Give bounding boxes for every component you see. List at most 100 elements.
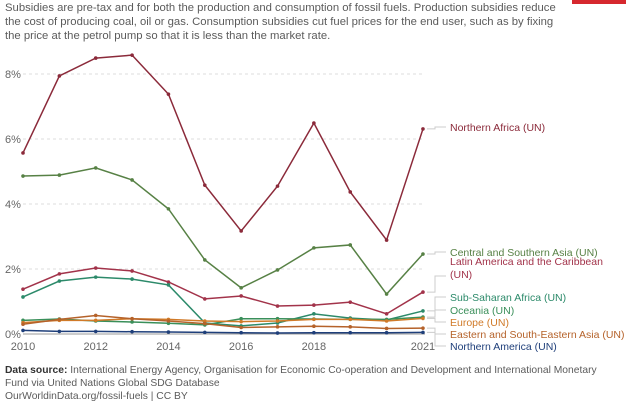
data-point (384, 319, 389, 323)
series-line (22, 54, 424, 242)
data-point (203, 330, 207, 335)
series-label-cont: (UN) (450, 269, 472, 281)
data-point (312, 330, 316, 335)
data-point (166, 207, 171, 211)
series-label: Latin America and the Caribbean (450, 256, 603, 268)
y-tick-label: 2% (5, 264, 21, 276)
data-point (93, 318, 98, 323)
data-point (130, 277, 134, 281)
data-point (421, 309, 425, 313)
data-point (21, 174, 25, 178)
label-connector (426, 327, 446, 335)
data-point (348, 190, 353, 194)
data-point (275, 325, 280, 329)
series-label: Northern America (UN) (450, 341, 557, 353)
data-point (239, 319, 243, 324)
data-point (312, 324, 316, 329)
data-point (275, 268, 280, 272)
data-point (166, 283, 171, 287)
data-point (203, 319, 207, 323)
x-tick-label: 2014 (156, 341, 180, 353)
data-point (384, 238, 389, 242)
series-central-and-southern-asia-un-: Central and Southern Asia (UN) (21, 166, 598, 296)
data-point (239, 286, 243, 290)
data-point (384, 326, 389, 331)
source-text: International Energy Agency, Organisatio… (5, 365, 597, 389)
data-point (348, 330, 353, 335)
x-tick-label: 2021 (411, 341, 435, 353)
series-northern-africa-un-: Northern Africa (UN) (21, 53, 545, 242)
data-point (421, 252, 425, 256)
data-point (203, 321, 207, 326)
data-point (21, 328, 25, 333)
series-label: Northern Africa (UN) (450, 122, 545, 134)
data-point (166, 319, 171, 323)
data-point (239, 316, 243, 321)
data-point (312, 312, 316, 316)
series-line (22, 267, 424, 315)
series-label: Central and Southern Asia (UN) (450, 247, 598, 259)
chart-footer: Data source: International Energy Agency… (5, 364, 620, 403)
x-tick-label: 2016 (229, 341, 253, 353)
data-point (275, 304, 280, 308)
data-point (312, 246, 316, 250)
series-label: Sub-Saharan Africa (UN) (450, 292, 566, 304)
series-eastern-and-south-eastern-asia-un-: Eastern and South-Eastern Asia (UN) (21, 313, 625, 341)
data-point (130, 316, 134, 321)
series-line (22, 167, 424, 296)
series-label: Eastern and South-Eastern Asia (UN) (450, 329, 625, 341)
data-point (384, 292, 389, 296)
label-connector (426, 251, 446, 255)
series-label: Oceania (UN) (450, 305, 514, 317)
series-latin-america-and-the-caribbean-un-: Latin America and the Caribbean(UN) (21, 256, 603, 316)
data-point (348, 243, 353, 247)
data-point (57, 74, 62, 78)
data-point (93, 56, 98, 60)
data-point (166, 330, 171, 334)
label-connector (426, 126, 446, 130)
data-point (130, 53, 134, 57)
data-point (384, 330, 389, 335)
data-point (57, 317, 62, 322)
series-line (22, 317, 424, 324)
data-point (275, 184, 280, 188)
data-point (239, 325, 243, 330)
data-point (239, 229, 243, 233)
owid-logo-corner (572, 0, 626, 4)
y-tick-label: 4% (5, 199, 21, 211)
data-point (421, 316, 425, 321)
data-point (57, 279, 62, 283)
data-point (93, 313, 98, 318)
source-url[interactable]: OurWorldinData.org/fossil-fuels | CC BY (5, 391, 188, 402)
series-line (22, 329, 423, 334)
series-line (22, 276, 424, 327)
chart-subtitle: Subsidies are pre-tax and for both the p… (5, 2, 556, 42)
y-tick-label: 0% (5, 329, 21, 341)
series-northern-america-un-: Northern America (UN) (21, 328, 557, 353)
data-point (130, 269, 134, 273)
data-point (21, 322, 25, 327)
x-tick-label: 2018 (302, 341, 326, 353)
label-connector (426, 317, 446, 323)
data-point (57, 329, 62, 334)
label-connector (426, 275, 446, 293)
label-connector (426, 331, 446, 347)
data-point (93, 329, 98, 334)
x-tick-label: 2010 (11, 341, 35, 353)
data-point (203, 297, 207, 301)
data-point (93, 166, 98, 170)
data-point (21, 295, 25, 299)
y-tick-label: 6% (5, 134, 21, 146)
x-tick-label: 2012 (83, 341, 107, 353)
data-point (421, 330, 425, 335)
data-point (421, 127, 425, 131)
data-point (312, 121, 316, 125)
data-point (239, 294, 243, 298)
data-point (239, 330, 243, 335)
source-label: Data source: (5, 365, 68, 376)
data-point (21, 287, 25, 291)
data-point (421, 326, 425, 330)
label-connector (426, 309, 446, 318)
data-point (348, 325, 353, 329)
data-point (312, 303, 316, 307)
